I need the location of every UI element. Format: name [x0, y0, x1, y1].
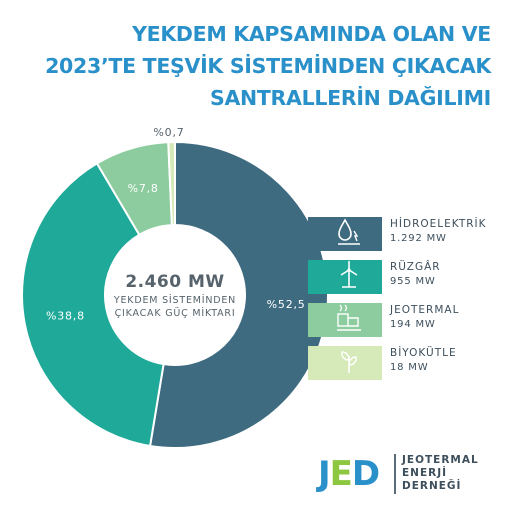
legend-item-wind: RÜZGÂR 955 MW: [330, 256, 505, 294]
logo-name-line-1: JEOTERMAL: [402, 454, 479, 466]
logo-letter-e: E: [329, 454, 353, 494]
wind-icon: [340, 261, 358, 288]
legend-name-hydro: HİDROELEKTRİK: [390, 218, 487, 230]
center-caption-line-2: ÇIKACAK GÜÇ MİKTARI: [115, 308, 236, 319]
logo-name-line-3: DERNEĞİ: [402, 480, 462, 492]
logo-divider: [394, 454, 396, 494]
slice-label-geothermal: %7,8: [128, 182, 159, 195]
legend-swatch-hydro: [308, 217, 382, 251]
legend-name-wind: RÜZGÂR: [390, 261, 441, 273]
slice-label-wind: %38,8: [46, 310, 85, 323]
title-line-2: 2023’TE TEŞVİK SİSTEMİNDEN ÇIKACAK: [45, 54, 491, 78]
legend-value-wind: 955 MW: [390, 276, 436, 287]
legend-value-biomass: 18 MW: [390, 362, 429, 373]
legend-value-geothermal: 194 MW: [390, 319, 436, 330]
slice-label-biomass: %0,7: [153, 126, 184, 139]
slice-label-hydro: %52,5: [267, 298, 306, 311]
title-line-3: SANTRALLERİN DAĞILIMI: [209, 86, 491, 110]
logo-name-line-2: ENERJİ: [402, 467, 448, 479]
hydro-icon: [338, 218, 360, 245]
logo-word: JED: [318, 454, 380, 494]
slice-wind: [21, 162, 165, 448]
legend-swatch-geothermal: [308, 303, 382, 337]
center-caption-line-1: YEKDEM SİSTEMİNDEN: [113, 295, 236, 306]
biomass-icon: [341, 351, 357, 373]
slice-biomass: [167, 140, 176, 227]
title-line-1: YEKDEM KAPSAMINDA OLAN VE: [132, 22, 491, 46]
legend-name-biomass: BİYOKÜTLE: [390, 347, 457, 359]
legend-item-biomass: BİYOKÜTLE 18 MW: [330, 342, 505, 380]
legend-swatch-biomass: [308, 346, 382, 380]
jed-logo: JED JEOTERMAL ENERJİ DERNEĞİ: [318, 450, 498, 496]
legend-value-hydro: 1.292 MW: [390, 233, 447, 244]
legend-item-geothermal: JEOTERMAL 194 MW: [330, 299, 505, 337]
legend-swatch-wind: [308, 260, 382, 294]
logo-letter-d: D: [351, 454, 380, 494]
center-total: 2.460 MW: [125, 272, 224, 292]
chart-title: YEKDEM KAPSAMINDA OLAN VE 2023’TE TEŞVİK…: [11, 18, 491, 114]
slice-hydro: [148, 140, 329, 449]
legend-name-geothermal: JEOTERMAL: [390, 304, 460, 316]
logo-letter-j: J: [318, 454, 331, 494]
geothermal-icon: [337, 304, 361, 331]
legend-item-hydro: HİDROELEKTRİK 1.292 MW: [330, 213, 505, 251]
logo-name: JEOTERMAL ENERJİ DERNEĞİ: [402, 454, 479, 493]
